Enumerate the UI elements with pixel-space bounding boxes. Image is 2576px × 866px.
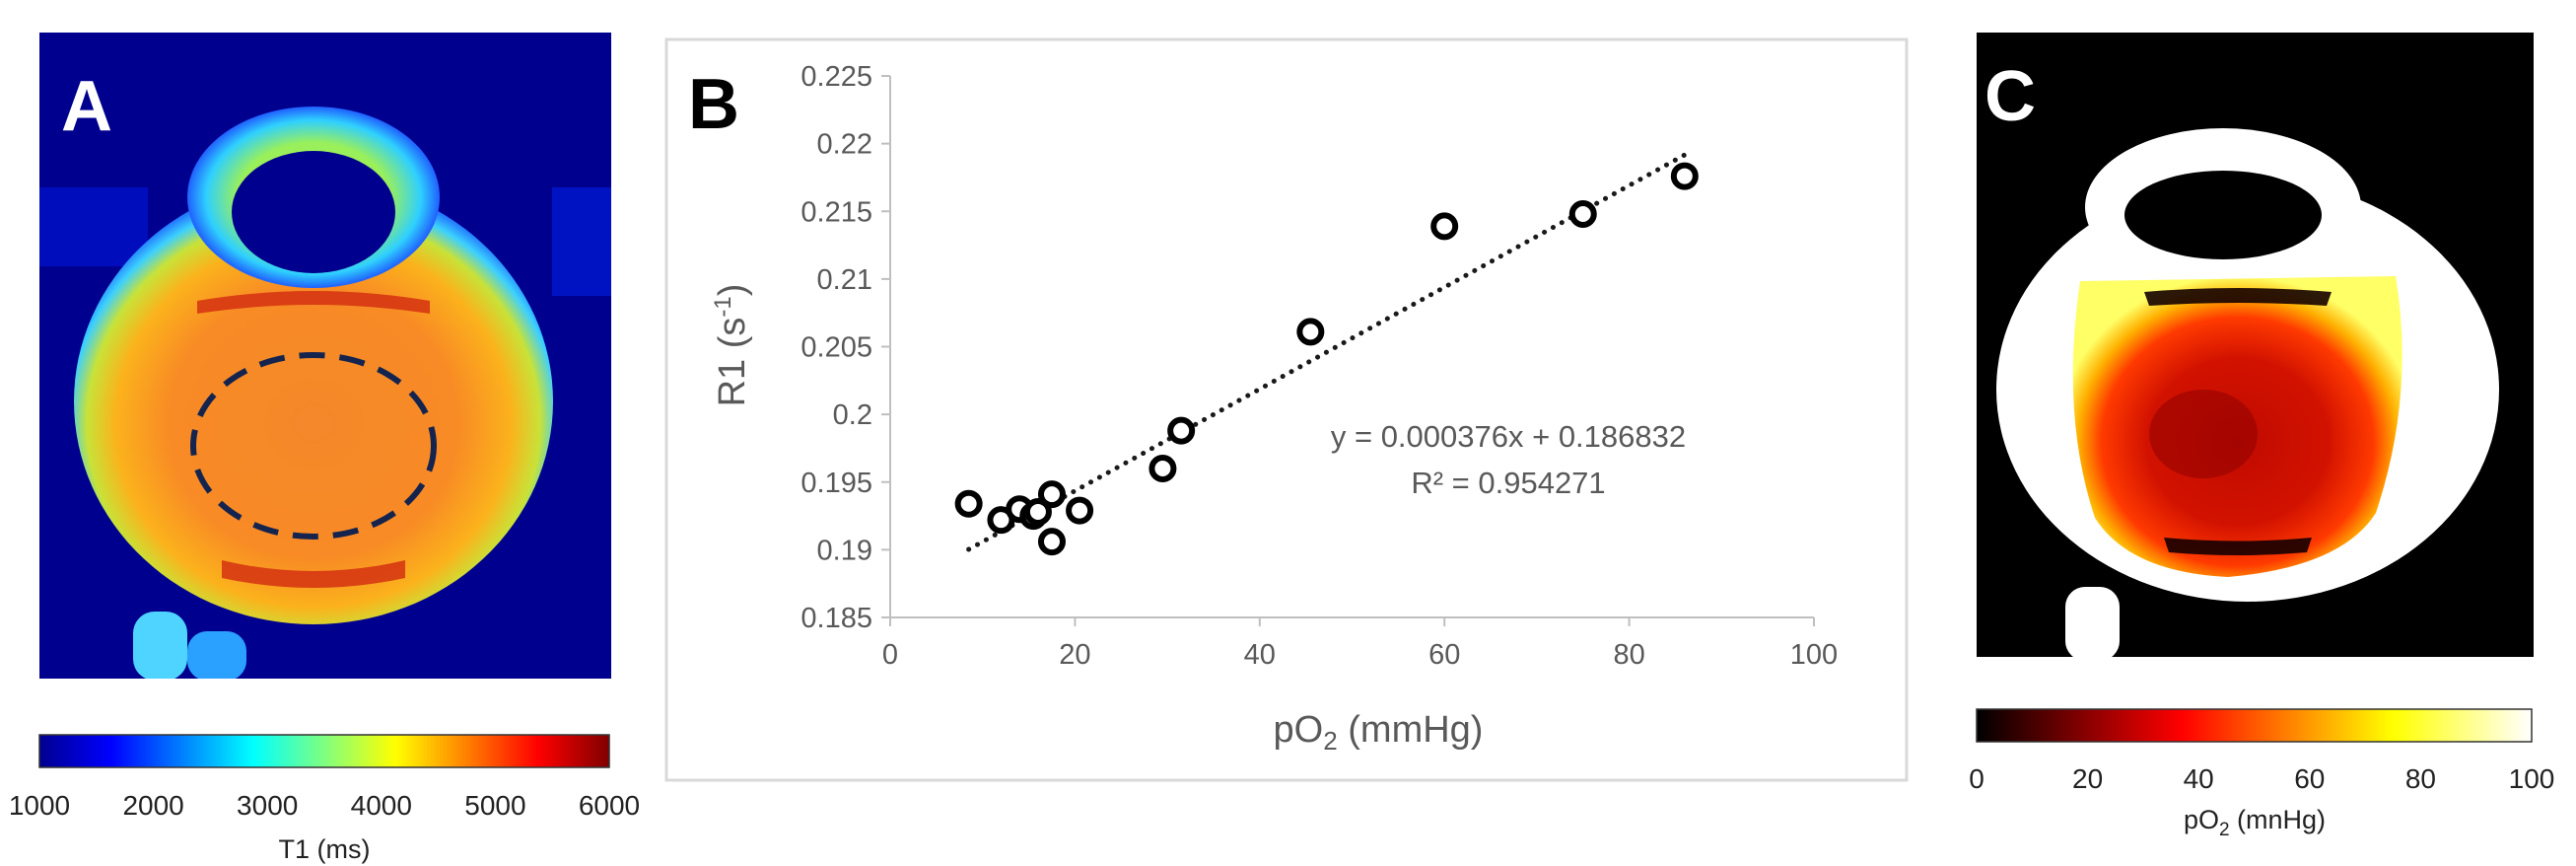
colorbar-t1: 1000 2000 3000 4000 5000 6000 T1 (ms) — [9, 734, 640, 864]
po2-mask-ring-hole — [2124, 171, 2322, 259]
colorbar-po2-gradient — [1976, 708, 2533, 743]
roi-dashed-ellipse — [190, 352, 437, 540]
y-axis-label-main: R1 (s — [712, 318, 753, 407]
y-axis-label-superscript: -1 — [710, 296, 736, 317]
trendline — [966, 152, 1688, 552]
data-point — [1670, 162, 1699, 190]
phantom-ring-hole — [232, 151, 395, 273]
colorbar-tick-label: 100 — [2509, 763, 2555, 794]
po2-low-spot — [2149, 390, 2258, 478]
x-tick-label: 0 — [882, 639, 898, 671]
panel-c-po2-map — [1977, 33, 2534, 657]
po2-tube — [2065, 587, 2120, 657]
t1-dark-band-top — [197, 291, 430, 314]
x-tick-label: 100 — [1790, 639, 1838, 671]
po2-dark-band-bottom — [2164, 538, 2312, 555]
t1-noise-region — [39, 187, 148, 266]
po2-dark-band-top — [2144, 288, 2332, 306]
colorbar-tick-label: 3000 — [237, 790, 298, 821]
trendline-equation: y = 0.000376x + 0.186832 — [1331, 419, 1686, 454]
y-tick-label: 0.205 — [801, 332, 872, 364]
phantom-body — [74, 179, 553, 624]
x-tick-label: 80 — [1613, 639, 1644, 671]
colorbar-tick-label: 60 — [2294, 763, 2325, 794]
x-tick-label: 40 — [1244, 639, 1276, 671]
colorbar-t1-label: T1 (ms) — [279, 834, 371, 864]
colorbar-t1-ticks: 1000 2000 3000 4000 5000 6000 — [9, 790, 640, 821]
colorbar-t1-gradient — [38, 734, 610, 768]
y-axis-label-close: ) — [712, 284, 753, 297]
data-point — [1167, 416, 1196, 445]
colorbar-po2-label: pO2 (mnHg) — [2184, 805, 2326, 840]
x-axis-label-unit: (mmHg) — [1338, 709, 1484, 751]
colorbar-tick-label: 1000 — [9, 790, 70, 821]
y-tick-label: 0.2 — [833, 399, 872, 431]
y-tick-label: 0.22 — [817, 129, 872, 161]
colorbar-po2-label-main: pO — [2184, 805, 2219, 834]
data-point — [1037, 480, 1066, 509]
colorbar-po2-label-unit: (mnHg) — [2230, 805, 2327, 834]
data-point — [1296, 318, 1325, 346]
data-point — [1430, 212, 1459, 241]
data-point — [1037, 528, 1066, 556]
colorbar-po2-ticks: 0 20 40 60 80 100 — [1969, 763, 2554, 794]
colorbar-tick-label: 2000 — [122, 790, 183, 821]
y-axis-ticks: 0.185 0.19 0.195 0.2 0.205 0.21 0.215 0.22 0.225 — [801, 61, 890, 634]
y-tick-label: 0.19 — [817, 535, 872, 566]
y-tick-label: 0.21 — [817, 264, 872, 296]
data-point — [1066, 496, 1094, 525]
colorbar-tick-label: 5000 — [464, 790, 525, 821]
y-tick-label: 0.195 — [801, 468, 872, 499]
data-point — [1149, 455, 1177, 483]
panel-letter-a: A — [61, 67, 112, 146]
t1-tube-left — [133, 612, 187, 679]
colorbar-tick-label: 0 — [1969, 763, 1984, 794]
x-tick-label: 60 — [1428, 639, 1460, 671]
r-squared: R² = 0.954271 — [1411, 466, 1605, 500]
colorbar-po2-label-subscript: 2 — [2219, 820, 2230, 840]
data-points — [954, 162, 1699, 556]
y-tick-label: 0.215 — [801, 196, 872, 228]
data-point — [1023, 497, 1052, 526]
colorbar-po2: 0 20 40 60 80 100 pO2 (mnHg) — [1969, 708, 2554, 840]
data-point — [1568, 199, 1597, 228]
x-tick-label: 20 — [1059, 639, 1090, 671]
x-axis-label: pO2 (mmHg) — [1274, 709, 1484, 756]
t1-tube-right — [187, 631, 246, 679]
y-tick-label: 0.185 — [801, 603, 872, 634]
panel-letter-b: B — [688, 65, 739, 144]
chart-b-frame — [664, 37, 1909, 782]
y-tick-label: 0.225 — [801, 61, 872, 93]
x-axis-label-main: pO — [1274, 709, 1324, 751]
colorbar-tick-label: 20 — [2072, 763, 2103, 794]
y-axis-label: R1 (s-1) — [710, 284, 753, 407]
scatter-plot: 0.185 0.19 0.195 0.2 0.205 0.21 0.215 0.22 0.225… — [710, 61, 1838, 756]
colorbar-tick-label: 6000 — [579, 790, 640, 821]
t1-noise-region-right — [552, 187, 611, 296]
panel-letter-c: C — [1984, 57, 2036, 136]
colorbar-tick-label: 4000 — [351, 790, 412, 821]
data-point — [954, 489, 983, 518]
colorbar-tick-label: 40 — [2184, 763, 2214, 794]
panel-a-t1-map — [39, 33, 611, 679]
x-axis-label-subscript: 2 — [1323, 726, 1337, 756]
colorbar-tick-label: 80 — [2405, 763, 2436, 794]
t1-dark-band-bottom — [222, 560, 405, 588]
x-axis-ticks: 0 20 40 60 80 100 — [882, 617, 1838, 671]
